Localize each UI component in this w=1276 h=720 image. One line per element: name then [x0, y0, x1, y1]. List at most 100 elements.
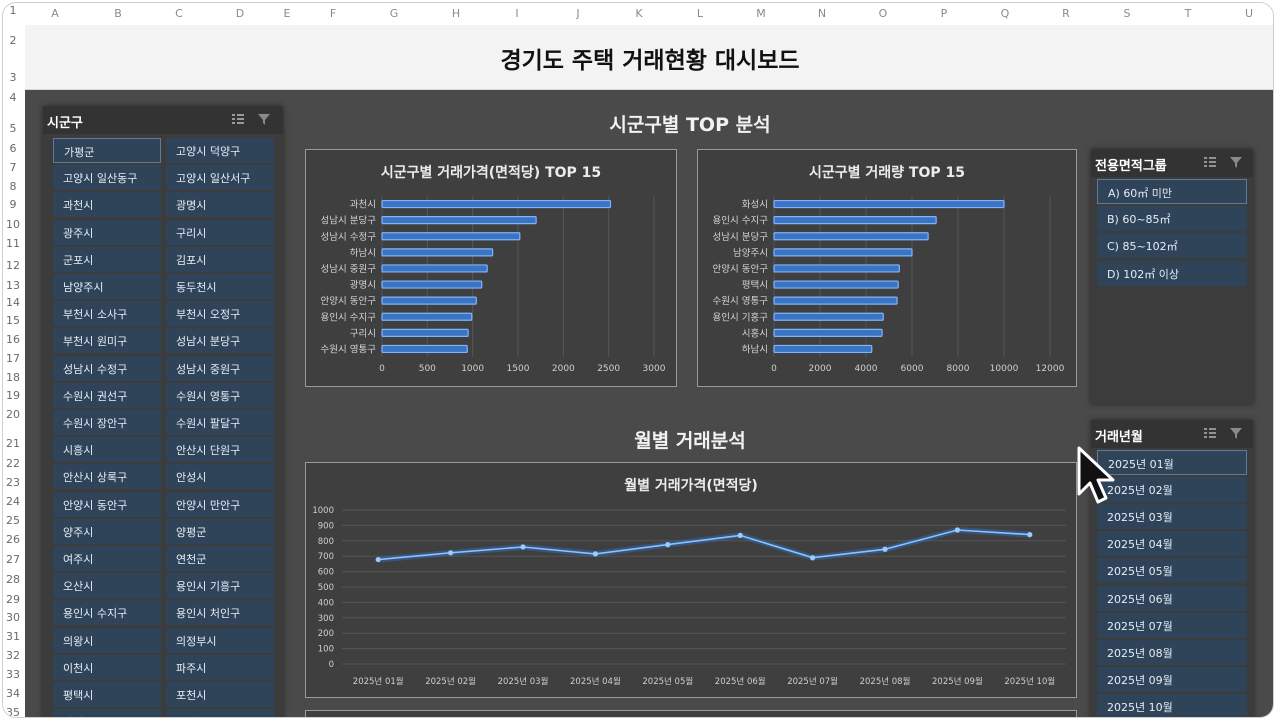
slicer-month-item[interactable]: 2025년 10월 — [1097, 693, 1247, 717]
slicer-sigungu-item[interactable]: 부천시 소사구 — [53, 301, 161, 327]
slicer-area-item[interactable]: C) 85~102㎡ — [1097, 233, 1247, 259]
clear-filter-icon[interactable] — [1229, 426, 1243, 440]
row-number[interactable]: 9 — [9, 198, 17, 211]
slicer-sigungu-item[interactable]: 안양시 만안구 — [166, 491, 274, 517]
slicer-sigungu-item[interactable]: 수원시 권선구 — [53, 382, 161, 408]
slicer-sigungu-item[interactable]: 용인시 처인구 — [166, 600, 274, 626]
row-number[interactable]: 16 — [6, 333, 20, 346]
row-number[interactable]: 22 — [6, 457, 20, 470]
data-point[interactable] — [592, 551, 598, 557]
bar[interactable] — [773, 280, 899, 289]
column-letter[interactable]: S — [1123, 7, 1131, 20]
slicer-sigungu-item[interactable]: 과천시 — [53, 192, 161, 218]
slicer-sigungu-item[interactable]: 이천시 — [53, 654, 161, 680]
row-number[interactable]: 18 — [6, 371, 20, 384]
row-number[interactable]: 32 — [6, 649, 20, 662]
chart-volume-top15[interactable]: 시군구별 거래량 TOP 15 0 2000 4000 6000 8000 10000 12… — [697, 149, 1077, 387]
row-number[interactable]: 1 — [9, 4, 17, 17]
slicer-sigungu-item[interactable]: 오산시 — [53, 573, 161, 599]
bar[interactable] — [773, 312, 884, 321]
column-letter[interactable]: K — [635, 7, 643, 20]
bar[interactable] — [381, 199, 612, 209]
slicer-sigungu-item[interactable]: 부천시 원미구 — [53, 328, 161, 354]
row-number[interactable]: 20 — [6, 408, 20, 421]
bar[interactable] — [381, 344, 468, 354]
slicer-month-item[interactable]: 2025년 04월 — [1097, 531, 1247, 557]
row-number[interactable]: 19 — [6, 389, 20, 402]
column-letter[interactable]: J — [576, 7, 580, 20]
slicer-sigungu-item[interactable]: 가평군 — [53, 138, 161, 163]
slicer-sigungu-item[interactable]: 의정부시 — [166, 627, 274, 653]
slicer-sigungu-item[interactable]: 하남시 — [53, 709, 161, 717]
slicer-sigungu-item[interactable]: 김포시 — [166, 246, 274, 272]
slicer-month-item[interactable]: 2025년 08월 — [1097, 639, 1247, 665]
slicer-sigungu-item[interactable]: 부천시 오정구 — [166, 301, 274, 327]
bar[interactable] — [381, 328, 469, 337]
column-letter[interactable]: G — [389, 7, 399, 20]
slicer-sigungu-item[interactable]: 양주시 — [53, 518, 161, 544]
row-number[interactable]: 33 — [6, 668, 20, 681]
multi-select-icon[interactable] — [1203, 155, 1217, 169]
slicer-sigungu-item[interactable]: 안성시 — [166, 464, 274, 490]
row-number[interactable]: 12 — [6, 259, 20, 272]
column-letter[interactable]: C — [175, 7, 183, 20]
slicer-area-item[interactable]: D) 102㎡ 이상 — [1097, 260, 1247, 286]
slicer-sigungu-item[interactable]: 고양시 덕양구 — [166, 138, 274, 163]
chart-monthly-price[interactable]: 월별 거래가격(면적당) 0 100 200 300 400 500 600 700 800 90… — [305, 462, 1077, 698]
slicer-sigungu-item[interactable]: 파주시 — [166, 654, 274, 680]
clear-filter-icon[interactable] — [257, 112, 271, 126]
data-point[interactable] — [737, 532, 743, 539]
row-number[interactable]: 25 — [6, 514, 20, 527]
data-point[interactable] — [1027, 532, 1033, 538]
slicer-month-item[interactable]: 2025년 03월 — [1097, 504, 1247, 530]
data-point[interactable] — [448, 550, 454, 556]
data-point[interactable] — [375, 556, 381, 563]
slicer-sigungu-item[interactable]: 광주시 — [53, 219, 161, 245]
row-number[interactable]: 23 — [6, 476, 20, 489]
column-letter[interactable]: N — [817, 7, 827, 20]
series-line[interactable] — [378, 529, 1030, 561]
clear-filter-icon[interactable] — [1229, 155, 1243, 169]
slicer-month-item[interactable]: 2025년 01월 — [1097, 450, 1247, 475]
column-letter[interactable]: Q — [1000, 7, 1010, 20]
slicer-sigungu-item[interactable]: 동두천시 — [166, 274, 274, 299]
bar[interactable] — [773, 296, 898, 305]
slicer-sigungu-item[interactable]: 안산시 단원구 — [166, 437, 274, 463]
slicer-sigungu-item[interactable]: 수원시 장안구 — [53, 410, 161, 435]
row-number[interactable]: 10 — [6, 218, 20, 231]
column-letter[interactable]: A — [51, 7, 59, 20]
slicer-sigungu-item[interactable]: 의왕시 — [53, 627, 161, 653]
row-number[interactable]: 11 — [6, 237, 20, 250]
row-number[interactable]: 30 — [6, 611, 20, 624]
column-letter[interactable]: R — [1062, 7, 1070, 20]
slicer-area-item[interactable]: B) 60~85㎡ — [1097, 206, 1247, 232]
column-letter[interactable]: U — [1244, 7, 1254, 20]
slicer-area-item[interactable]: A) 60㎡ 미만 — [1097, 179, 1247, 204]
slicer-month-item[interactable]: 2025년 02월 — [1097, 477, 1247, 503]
slicer-sigungu-item[interactable]: 성남시 수정구 — [53, 355, 161, 381]
data-point[interactable] — [520, 544, 526, 550]
slicer-sigungu-item[interactable]: 군포시 — [53, 246, 161, 272]
row-number[interactable]: 7 — [9, 161, 17, 174]
slicer-sigungu-item[interactable]: 고양시 일산동구 — [53, 165, 161, 191]
slicer-sigungu-item[interactable]: 남양주시 — [53, 274, 161, 299]
multi-select-icon[interactable] — [231, 112, 245, 126]
row-number[interactable]: 24 — [6, 495, 20, 508]
row-number[interactable]: 8 — [9, 180, 17, 193]
row-number[interactable]: 14 — [6, 296, 20, 309]
slicer-sigungu-item[interactable]: 안산시 상록구 — [53, 464, 161, 490]
bar[interactable] — [381, 296, 477, 305]
row-number[interactable]: 26 — [6, 533, 20, 546]
row-number[interactable]: 35 — [6, 706, 20, 718]
slicer-sigungu-item[interactable]: 화성시 — [166, 709, 274, 717]
row-number[interactable]: 27 — [6, 553, 20, 566]
slicer-month-item[interactable]: 2025년 09월 — [1097, 666, 1247, 692]
row-number[interactable]: 31 — [6, 630, 20, 643]
bar[interactable] — [773, 232, 929, 241]
row-number[interactable]: 13 — [6, 279, 20, 292]
slicer-sigungu-item[interactable]: 수원시 팔달구 — [166, 410, 274, 435]
slicer-sigungu-item[interactable]: 성남시 분당구 — [166, 328, 274, 354]
row-number[interactable]: 28 — [6, 573, 20, 586]
row-number[interactable]: 5 — [9, 122, 17, 135]
multi-select-icon[interactable] — [1203, 426, 1217, 440]
